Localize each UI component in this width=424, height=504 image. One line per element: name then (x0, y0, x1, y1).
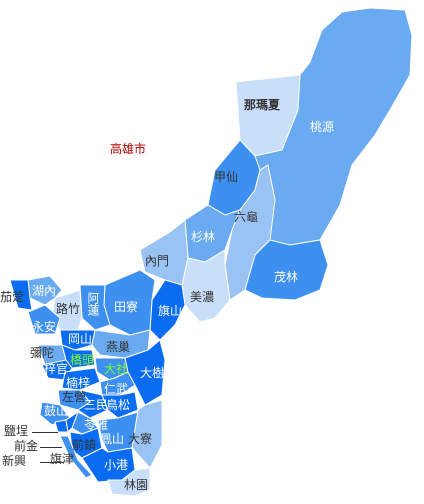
label-zuoying[interactable]: 左營 (62, 390, 87, 404)
label-xiaogang[interactable]: 小港 (104, 458, 129, 472)
label-qijin[interactable]: 旗津 (50, 452, 75, 466)
district-xinxing[interactable] (65, 410, 80, 434)
label-renwu[interactable]: 仁武 (104, 382, 129, 396)
label-liugui[interactable]: 六龜 (234, 210, 259, 224)
label-jiaxian[interactable]: 甲仙 (214, 170, 239, 184)
label-gangshan[interactable]: 岡山 (68, 332, 93, 346)
label-yongan[interactable]: 永安 (32, 320, 57, 334)
label-maolin[interactable]: 茂林 (274, 270, 299, 284)
label-namaxia[interactable]: 那瑪夏 (244, 98, 281, 112)
district-linyuan[interactable] (107, 467, 151, 497)
label-dashu[interactable]: 大樹 (140, 366, 165, 380)
label-luzhu[interactable]: 路竹 (56, 302, 81, 316)
label-gushan[interactable]: 鼓山 (44, 404, 69, 418)
label-qianzhen[interactable]: 前鎮 (72, 438, 97, 452)
label-nanzih[interactable]: 楠梓 (66, 376, 91, 390)
label-neimen[interactable]: 內門 (145, 254, 170, 268)
district-qijin[interactable] (59, 435, 93, 479)
label-ziguan[interactable]: 梓官 (44, 362, 69, 376)
label-tianliao[interactable]: 田寮 (114, 300, 139, 314)
label-linyuan[interactable]: 林園 (124, 478, 149, 492)
label-daliao[interactable]: 大寮 (128, 432, 153, 446)
label-yanchao[interactable]: 燕巢 (106, 340, 131, 354)
label-alian[interactable]: 阿蓮 (86, 292, 100, 316)
label-qieding[interactable]: 茄萣 (0, 290, 25, 304)
label-mituo[interactable]: 彌陀 (30, 346, 55, 360)
label-hunei[interactable]: 湖內 (32, 284, 57, 298)
district-xiaogang[interactable] (81, 447, 136, 483)
label-shanlin[interactable]: 杉林 (191, 230, 216, 244)
district-maolin[interactable] (244, 239, 329, 301)
district-nanzih[interactable] (61, 367, 101, 391)
label-qiaotou[interactable]: 橋頭 (70, 353, 95, 367)
leader-line-xinxing (40, 462, 64, 463)
label-meinong[interactable]: 美濃 (190, 290, 215, 304)
label-taoyuan[interactable]: 桃源 (310, 120, 335, 134)
leader-line-yancheng (32, 432, 58, 433)
label-yancheng[interactable]: 鹽埕 (4, 424, 29, 438)
label-xinxing[interactable]: 新興 (2, 454, 27, 468)
district-yongan[interactable] (27, 304, 61, 335)
label-qianjin[interactable]: 前金 (14, 439, 39, 453)
label-fengshan[interactable]: 鳳山 (100, 432, 125, 446)
label-dashe[interactable]: 大社 (104, 362, 129, 376)
label-sanmin[interactable]: 三民 (84, 398, 109, 412)
label-niaosong[interactable]: 鳥松 (106, 398, 131, 412)
district-qieding[interactable] (9, 279, 33, 311)
label-qishan[interactable]: 旗山 (158, 304, 183, 318)
leader-line-qianjin (40, 447, 62, 448)
map-title: 高雄市 (110, 142, 147, 156)
label-lingya[interactable]: 苓雅 (84, 418, 109, 432)
